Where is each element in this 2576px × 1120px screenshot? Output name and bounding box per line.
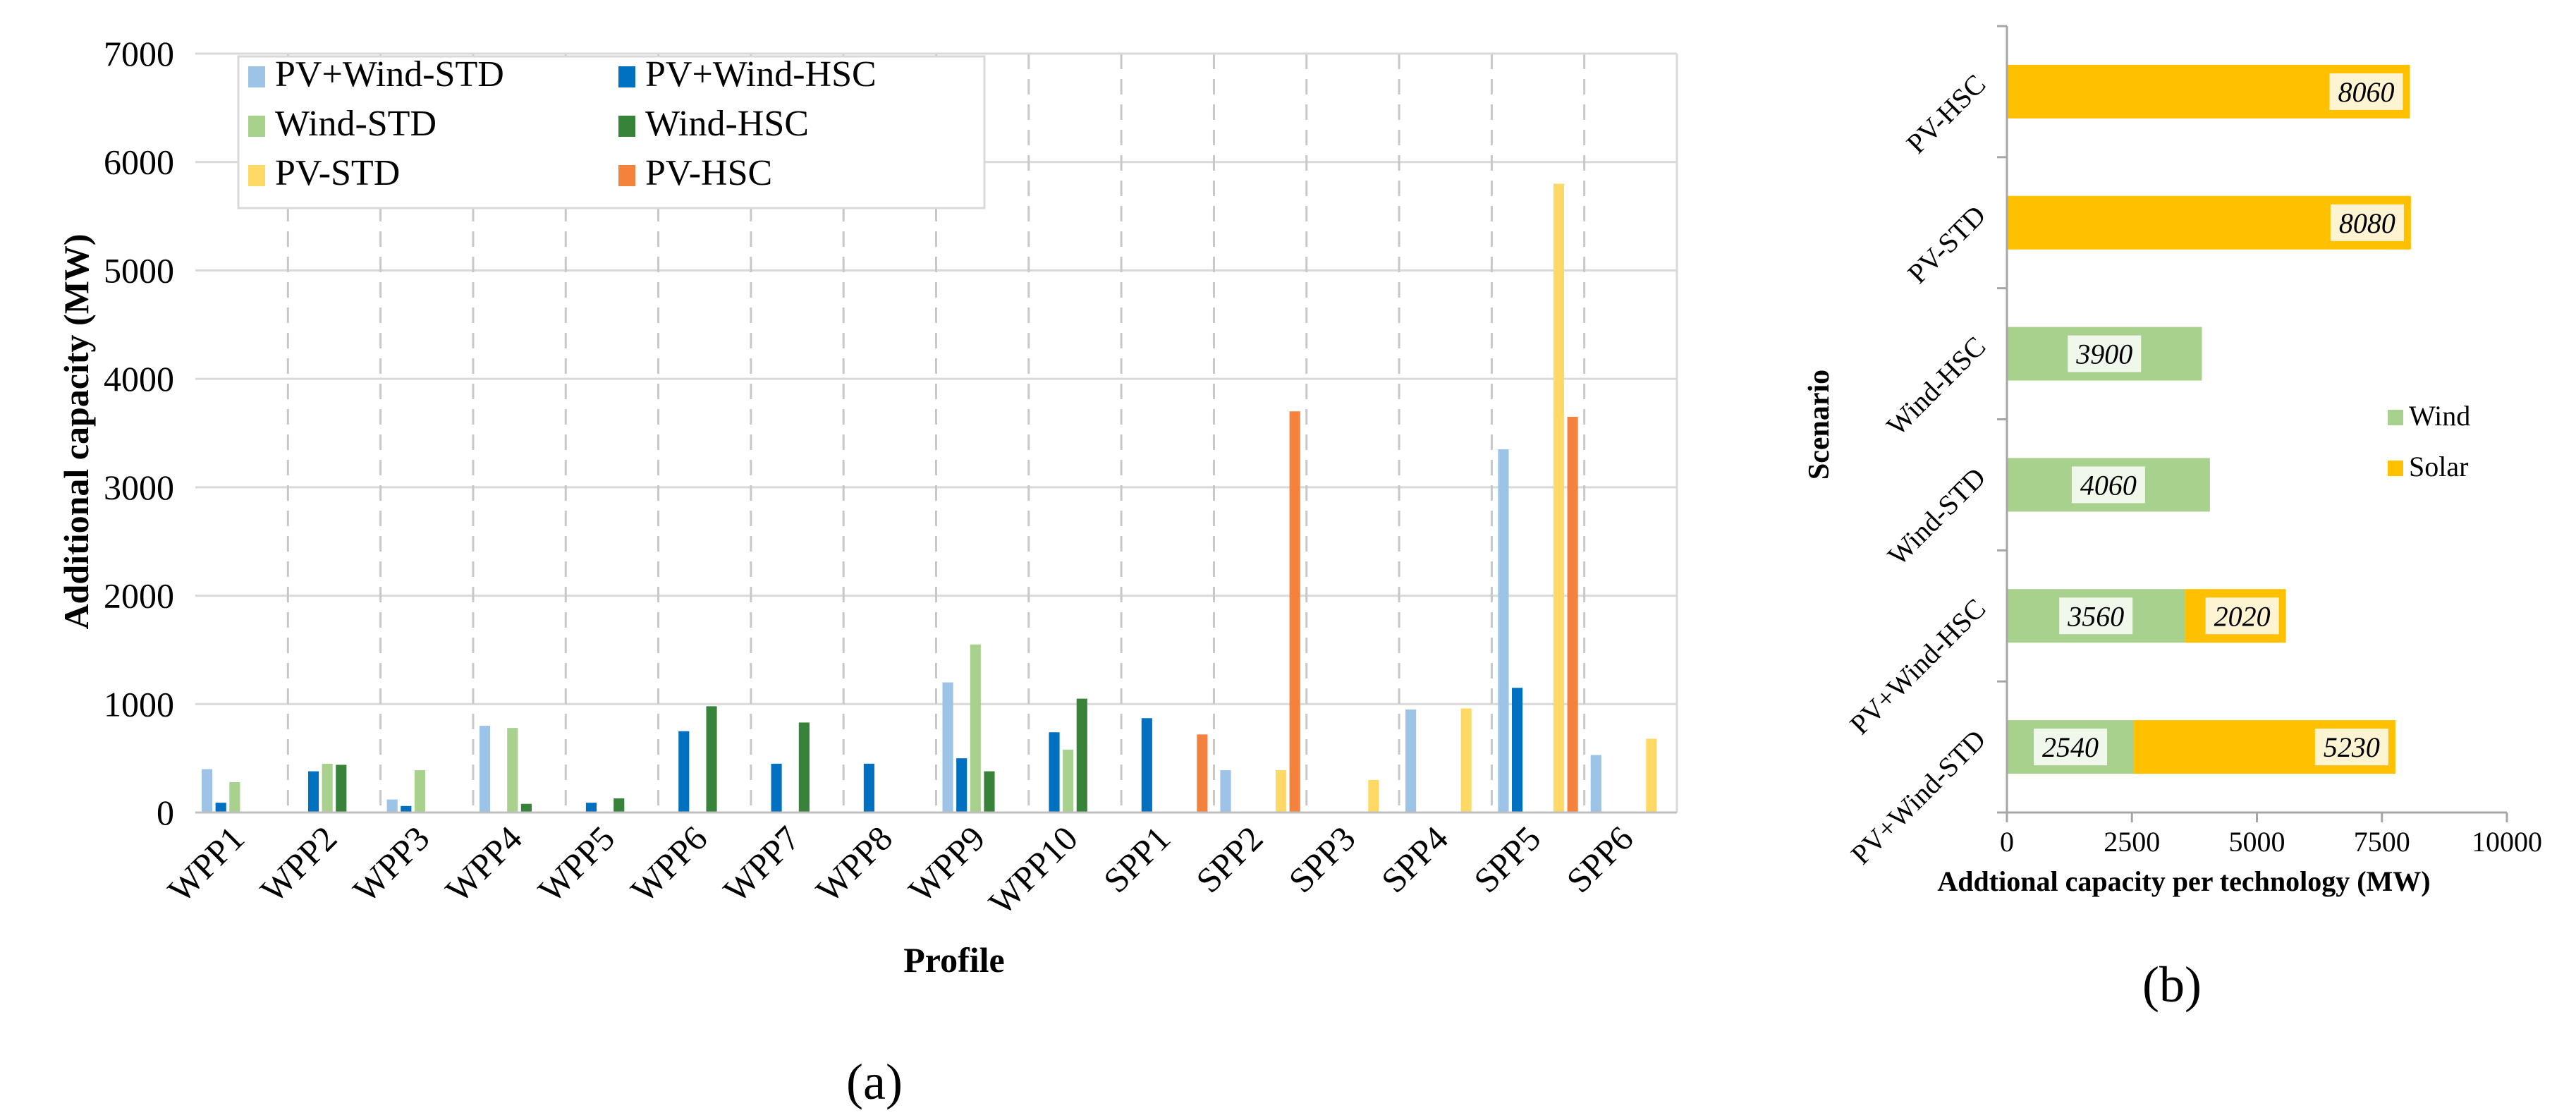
chart-a-bar-wind-std-wpp10 (1063, 749, 1074, 812)
chart-a-bar-pv-wind-std-wpp4 (479, 726, 491, 812)
chart-b-x-tick-label: 0 (2000, 826, 2014, 858)
chart-a-panel-label: (a) (846, 1054, 903, 1110)
chart-a-y-tick-label: 2000 (104, 576, 174, 616)
chart-a-y-tick-label: 3000 (104, 468, 174, 507)
chart-b-legend: Wind Solar (2388, 400, 2470, 482)
chart-a-bar-pv-hsc-spp1 (1197, 734, 1208, 812)
chart-a-bar-pv-std-spp4 (1460, 708, 1472, 812)
chart-a-x-axis-title: Profile (903, 940, 1004, 980)
chart-b-data-label-box (2068, 335, 2142, 372)
chart-b-legend-label-wind: Wind (2409, 400, 2470, 432)
chart-a-bar-wind-std-wpp9 (970, 644, 981, 812)
chart-a-legend-label-pv-hsc: PV-HSC (645, 153, 772, 193)
chart-b-data-label-box (2329, 73, 2403, 110)
chart-a-bar-pv-wind-hsc-spp1 (1141, 718, 1152, 812)
chart-a-bar-pv-wind-hsc-wpp5 (585, 803, 597, 812)
chart-a-bar-pv-wind-std-spp6 (1590, 755, 1601, 812)
chart-b-data-label-box (2034, 729, 2108, 766)
chart-a-y-axis-title: Additional capacity (MW) (56, 233, 96, 629)
chart-b-data-label-box (2059, 597, 2133, 635)
chart-a-bar-pv-wind-std-wpp3 (386, 799, 398, 812)
chart-a-legend-label-wind-hsc: Wind-HSC (645, 104, 809, 144)
chart-b-data-label-solar-pv-hsc: 8060 (2338, 76, 2394, 108)
chart-a-bar-pv-std-spp2 (1275, 770, 1287, 812)
chart-a-legend-swatch-wind-hsc (618, 116, 635, 137)
chart-a-bar-wind-std-wpp3 (414, 770, 426, 812)
chart-a-legend-label-pv-wind-std: PV+Wind-STD (275, 54, 504, 95)
chart-b-bars: 8060 8080 3900 4060 3560 2020 2540 5230 (2007, 64, 2411, 774)
chart-a-y-tick-label: 0 (157, 793, 174, 832)
chart-b-x-tick-label: 7500 (2354, 826, 2410, 858)
chart-a-bar-wind-std-wpp4 (507, 728, 518, 812)
chart-a-bar-pv-wind-std-wpp9 (942, 682, 953, 812)
chart-a-bar-pv-hsc-spp5 (1567, 416, 1578, 812)
chart-a-y-tick-label: 1000 (104, 684, 174, 724)
chart-a-legend-swatch-pv-wind-std (248, 66, 265, 87)
chart-b-data-label-box (2071, 466, 2145, 504)
chart-a-bar-pv-wind-hsc-wpp3 (401, 805, 412, 812)
chart-b-x-tick-label: 5000 (2229, 826, 2285, 858)
chart-a-bar-wind-std-wpp1 (229, 781, 240, 812)
chart-a-legend: PV+Wind-STD PV+Wind-HSC Wind-STD Wind-HSC PV… (237, 54, 986, 209)
chart-a-bar-pv-std-spp3 (1368, 779, 1379, 812)
chart-a-bar-pv-wind-hsc-spp5 (1512, 688, 1523, 812)
chart-a-bar-pv-wind-std-spp4 (1405, 709, 1417, 812)
chart-a-legend-swatch-pv-hsc (618, 165, 635, 186)
chart-a-bar-pv-wind-hsc-wpp9 (956, 758, 967, 812)
chart-b-x-tick-label: 2500 (2104, 826, 2160, 858)
chart-a-bar-pv-wind-hsc-wpp6 (678, 731, 690, 812)
chart-a-bar-pv-wind-hsc-wpp1 (215, 803, 226, 812)
chart-a-y-tick-label: 6000 (104, 142, 174, 182)
chart-b-data-label-wind-wind-hsc: 3900 (2075, 339, 2132, 370)
chart-b-legend-label-solar: Solar (2409, 451, 2468, 482)
chart-b-legend-swatch-wind (2388, 410, 2403, 425)
chart-a-bar-wind-hsc-wpp7 (798, 722, 810, 812)
chart-b-data-label-wind-pv-wind-hsc: 3560 (2067, 600, 2124, 632)
chart-b-x-axis-title: Addtional capacity per technology (MW) (1937, 865, 2430, 897)
chart-b-legend-swatch-solar (2388, 461, 2403, 476)
chart-b-data-label-solar-pv-std: 8080 (2339, 207, 2395, 239)
chart-b-x-tick-label: 10000 (2472, 826, 2542, 858)
chart-a-legend-label-pv-wind-hsc: PV+Wind-HSC (645, 54, 877, 95)
chart-a-bar-pv-std-spp5 (1553, 183, 1565, 812)
chart-b-data-label-solar-pv-wind-std: 5230 (2324, 731, 2380, 763)
chart-b-panel-label: (b) (2142, 956, 2202, 1013)
chart-b-data-label-box (2205, 597, 2279, 635)
chart-b-data-label-wind-wind-std: 4060 (2080, 469, 2137, 501)
chart-a-bar-pv-wind-hsc-wpp7 (771, 763, 782, 812)
chart-a-legend-label-wind-std: Wind-STD (275, 104, 437, 144)
chart-a-legend-label-pv-std: PV-STD (275, 153, 400, 193)
chart-a-bar-pv-wind-std-spp5 (1498, 449, 1509, 812)
chart-a-bar-wind-hsc-wpp10 (1076, 698, 1087, 812)
chart-a-legend-swatch-wind-std (248, 116, 265, 137)
chart-a-bar-wind-hsc-wpp6 (706, 706, 717, 812)
chart-a-legend-swatch-pv-std (248, 165, 265, 186)
chart-a-bar-pv-std-spp6 (1646, 738, 1657, 812)
chart-b-data-label-box (2330, 204, 2404, 241)
chart-a-bar-pv-wind-hsc-wpp10 (1049, 732, 1060, 812)
chart-a-bar-wind-hsc-wpp2 (336, 765, 347, 812)
chart-a-legend-swatch-pv-wind-hsc (618, 66, 635, 87)
chart-a-y-tick-label: 5000 (104, 250, 174, 290)
chart-a-y-tick-label: 7000 (104, 34, 174, 73)
chart-a-bar-pv-hsc-spp2 (1289, 411, 1300, 812)
chart-a-bar-pv-wind-std-wpp1 (202, 769, 213, 812)
chart-a-bars (202, 183, 1657, 812)
chart-b-data-label-wind-pv-wind-std: 2540 (2042, 731, 2099, 763)
chart-a-bar-pv-wind-hsc-wpp2 (307, 771, 319, 812)
chart-a-bar-wind-hsc-wpp4 (520, 803, 532, 812)
chart-a-bar-wind-hsc-wpp5 (614, 798, 625, 812)
chart-b-y-axis-title: Scenario (1803, 370, 1836, 480)
chart-a-bar-wind-hsc-wpp9 (984, 771, 995, 812)
chart-b-data-label-solar-pv-wind-hsc: 2020 (2214, 600, 2271, 632)
chart-a-legend-box (237, 55, 986, 209)
chart-a-bar-pv-wind-std-spp2 (1220, 770, 1231, 812)
chart-a-y-tick-label: 4000 (104, 359, 174, 398)
chart-b-data-label-box (2314, 729, 2388, 766)
chart-a-bar-wind-std-wpp2 (322, 763, 333, 812)
chart-a-bar-pv-wind-hsc-wpp8 (863, 763, 874, 812)
